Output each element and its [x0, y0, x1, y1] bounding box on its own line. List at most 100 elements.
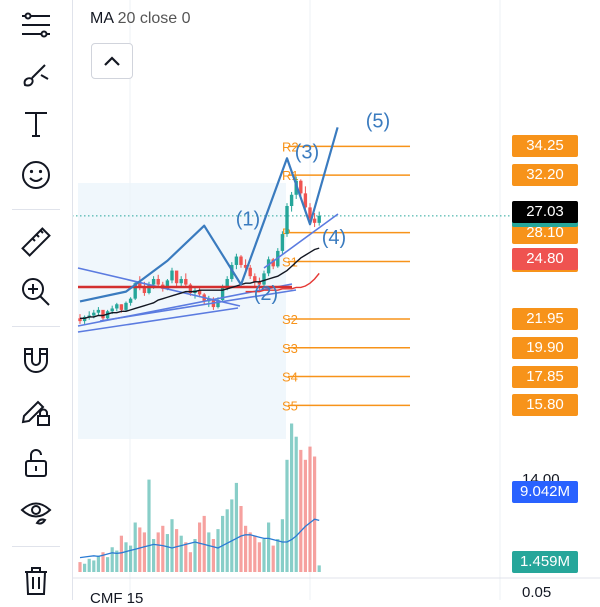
- volume-bar: [308, 446, 312, 572]
- candle-body: [156, 278, 160, 285]
- volume-bar: [290, 423, 294, 572]
- candle-body: [253, 276, 257, 282]
- volume-bar: [133, 522, 137, 572]
- candle-body: [87, 315, 91, 317]
- volume-bar: [230, 499, 234, 572]
- measure-tool[interactable]: [14, 222, 58, 262]
- volume-bar: [198, 522, 202, 572]
- candle-body: [280, 234, 285, 251]
- volume-bar: [285, 459, 289, 572]
- candle-body: [124, 302, 128, 310]
- volume-bar: [262, 539, 266, 572]
- candle-body: [133, 283, 137, 299]
- volume-bars: [78, 423, 321, 572]
- pivot-price-r2: 34.25: [512, 135, 578, 158]
- candle-body: [138, 283, 142, 287]
- ma2-price-label: 24.80: [512, 248, 578, 270]
- candle-body: [303, 193, 308, 208]
- ma20-line: [80, 247, 320, 319]
- wave-label-2: (2): [254, 283, 278, 305]
- collapse-legend-button[interactable]: [91, 43, 133, 79]
- volume-bar: [280, 519, 284, 572]
- wave-label-4: (4): [322, 227, 346, 249]
- volume-bar: [156, 532, 160, 572]
- volume-ma-line: [79, 518, 320, 559]
- candle-body: [82, 316, 87, 322]
- volume-bar: [129, 545, 133, 572]
- text-icon: [25, 112, 47, 137]
- volume-bar: [303, 459, 307, 572]
- candle-body: [110, 308, 114, 312]
- pivot-label-s3: S3: [282, 341, 298, 356]
- candle-body: [220, 287, 225, 301]
- volume-bar: [244, 525, 248, 572]
- cmf-tick: 0.05: [522, 584, 552, 601]
- text-tool[interactable]: [14, 104, 58, 144]
- magnet-tool[interactable]: [14, 340, 58, 380]
- delete-tool[interactable]: [14, 560, 58, 600]
- volume-bar: [211, 539, 215, 572]
- volume-bar: [115, 550, 119, 572]
- brush-icon: [23, 64, 49, 87]
- candle-body: [115, 304, 119, 309]
- candle-body: [271, 259, 275, 267]
- pivot-label-s5: S5: [282, 398, 298, 413]
- ma-red-line: [245, 272, 320, 293]
- volume-bar: [147, 479, 151, 572]
- channel-line: [263, 213, 339, 269]
- indicator-legend[interactable]: MA 20 close 0: [90, 10, 191, 28]
- drawing-toolbar: [0, 0, 73, 600]
- unlock-icon: [25, 449, 47, 477]
- volume-bar: [299, 449, 303, 572]
- volume-bar: [179, 535, 183, 572]
- volume-bar: [142, 532, 146, 572]
- trend-line-tool[interactable]: [14, 5, 58, 45]
- candle-body: [128, 298, 133, 303]
- candle-body: [184, 278, 188, 285]
- volume-bar: [161, 525, 165, 572]
- volume-bar: [124, 542, 128, 572]
- pivot-label-s4: S4: [282, 370, 298, 385]
- volume-bar: [106, 557, 110, 572]
- volume-bar: [78, 562, 82, 572]
- pivot-price-s2: 21.95: [512, 308, 578, 330]
- unlock-tool[interactable]: [14, 442, 58, 482]
- volume-bar: [294, 436, 298, 572]
- candle-body: [92, 312, 96, 316]
- lock-drawing-tool[interactable]: [14, 391, 58, 431]
- trend-line-icon: [22, 12, 50, 38]
- candle-body: [96, 309, 101, 313]
- wave-label-5: (5): [366, 110, 390, 132]
- candle-body: [312, 218, 317, 223]
- candle-body: [179, 278, 183, 284]
- elliott-wave[interactable]: [79, 127, 339, 303]
- wave-labels: (1) (2) (3) (4) (5): [236, 110, 390, 305]
- brush-tool[interactable]: [14, 54, 58, 94]
- candle-body: [142, 286, 147, 294]
- candle-body: [188, 284, 193, 294]
- candle-body: [308, 207, 312, 219]
- volume-bar: [317, 565, 321, 572]
- volume-bar: [188, 552, 192, 572]
- candle-body: [216, 300, 220, 308]
- pivot-label-r2: R2: [282, 139, 299, 154]
- legend-params: 20 close 0: [117, 10, 191, 27]
- volume-bar: [193, 539, 197, 572]
- volume-bar: [313, 456, 317, 572]
- zoom-tool[interactable]: [14, 272, 58, 312]
- volume-bar: [138, 527, 142, 572]
- emoji-tool[interactable]: [14, 155, 58, 195]
- volume-bar: [234, 482, 238, 572]
- ruler-icon: [21, 227, 51, 257]
- volume-bar: [216, 529, 220, 572]
- pivot-price-s3: 19.90: [512, 336, 578, 359]
- candle-body: [197, 290, 202, 295]
- candle-body: [225, 278, 229, 288]
- emoji-icon: [22, 161, 50, 189]
- wave-label-1: (1): [236, 209, 260, 231]
- volume-bar: [253, 535, 257, 572]
- candle-body: [101, 309, 105, 319]
- candle-body: [119, 304, 124, 310]
- visibility-tool[interactable]: [14, 492, 58, 532]
